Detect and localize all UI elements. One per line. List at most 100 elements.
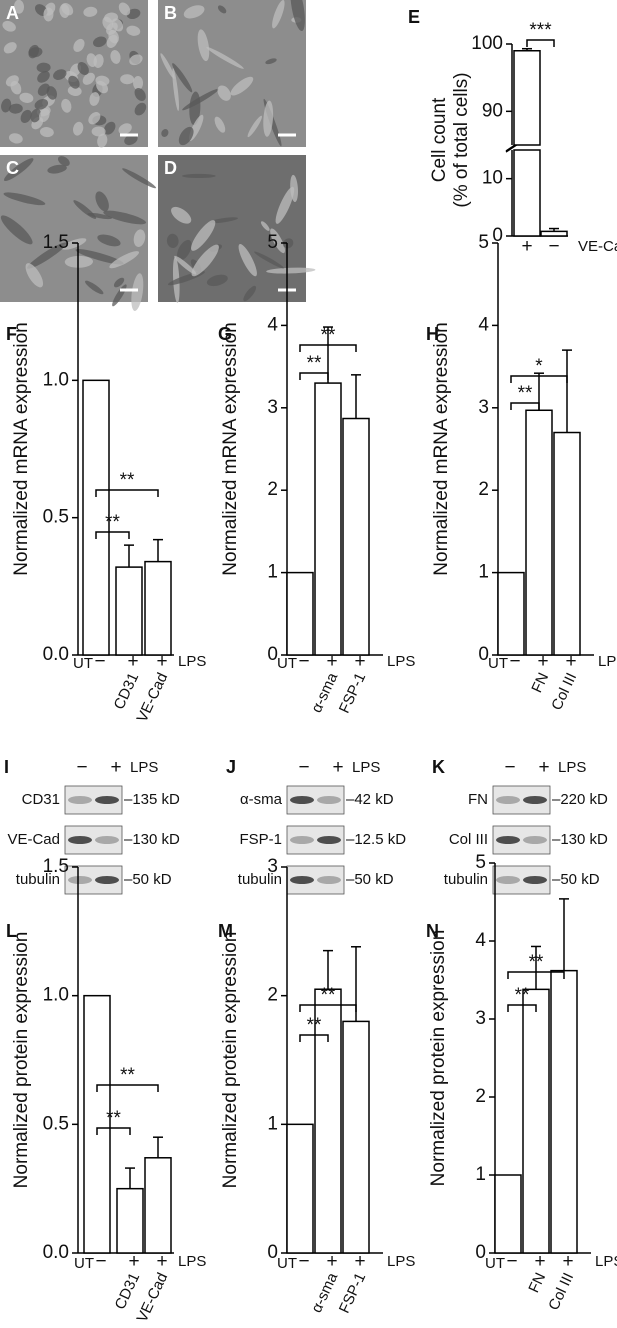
protein-label: α-sma [240,791,283,808]
category-label: UT [74,1255,94,1272]
y-tick-label: 1.5 [43,232,69,253]
error-bar [531,945,541,990]
bar [522,988,550,1254]
category-label: FN [525,1270,549,1295]
y-tick-label: 0 [478,644,489,665]
cell [82,72,95,85]
significance-label: ** [307,1015,322,1036]
cell [191,244,219,277]
cell [46,86,58,100]
cell [171,206,192,224]
cell [270,228,285,254]
cell [75,249,124,265]
bar [115,566,143,656]
condition-sign: − [94,651,105,672]
protein-label: tubulin [444,871,488,888]
cell [61,98,72,113]
panel-label: A [6,3,19,23]
bar [116,1187,144,1254]
category-label: FSP-1 [336,670,369,716]
bar [342,417,370,656]
band [523,876,547,884]
y-tick-label: 3 [267,397,278,418]
cell [172,63,193,93]
y-tick-label: 1.5 [43,856,69,877]
significance-label: * [535,356,543,377]
cell [131,273,144,311]
condition-sign: + [326,651,337,672]
significance-bracket [96,1127,131,1135]
bar [342,1020,370,1254]
significance-label: ** [307,353,322,374]
bar [553,431,581,656]
y-tick-label: 5 [478,232,489,253]
bar [497,571,525,656]
condition-sign: + [537,651,548,672]
significance-bracket [510,402,540,410]
lane-label: − [76,757,87,778]
cell [209,217,238,224]
cell [25,263,44,288]
cell [34,98,49,110]
condition-sign: + [326,1251,337,1272]
cell [272,0,285,29]
panel-label: B [164,3,177,23]
cell [10,81,22,95]
category-label: UT [277,655,297,672]
error-bar [124,544,134,568]
cell [2,20,16,32]
cell [61,238,87,250]
cell [36,62,51,73]
cell [53,69,67,80]
cell [172,68,180,111]
cell [166,233,179,249]
cell [30,108,42,123]
category-label: Col III [545,1270,577,1313]
panel-label: N [426,921,439,941]
treatment-label: LPS [558,759,586,776]
condition-sign: − [298,651,309,672]
panel-label: G [218,324,232,344]
cell [8,133,23,144]
y-tick-label: 1 [267,1113,278,1134]
y-tick-label: 4 [475,930,486,951]
bar [525,409,553,656]
cell [3,192,46,206]
significance-label: ** [321,325,336,346]
category-label: UT [73,655,93,672]
significance-bracket [510,375,568,383]
y-axis-label: Normalized protein expression [11,932,32,1189]
cell [95,191,109,212]
lane-label: − [298,757,309,778]
significance-label: ** [321,985,336,1006]
condition-sign: − [506,1251,517,1272]
blot [492,865,551,895]
cell [103,210,147,225]
y-tick-label: 2 [267,985,278,1006]
condition-sign: + [156,651,167,672]
protein-label: tubulin [238,871,282,888]
micrograph [0,155,148,302]
cell [89,92,100,106]
bar [83,994,111,1254]
cell [110,50,121,64]
error-bar [522,47,532,51]
condition-sign: + [534,1251,545,1272]
category-label: CD31 [111,670,143,712]
cell [260,221,270,231]
cell [263,100,274,137]
size-label: –50 kD [124,871,172,888]
significance-label: ** [106,1108,121,1129]
y-tick-label: 2 [475,1086,486,1107]
y-tick-label: 4 [267,314,278,335]
category-label: UT [488,655,508,672]
panel-label: K [432,757,445,777]
lane-label: + [110,757,121,778]
cell [238,243,257,277]
condition-label: LPS [178,1253,206,1270]
y-tick-label: 0.5 [43,507,69,528]
panel-label: I [4,757,9,777]
band [68,876,92,884]
band [496,796,520,804]
